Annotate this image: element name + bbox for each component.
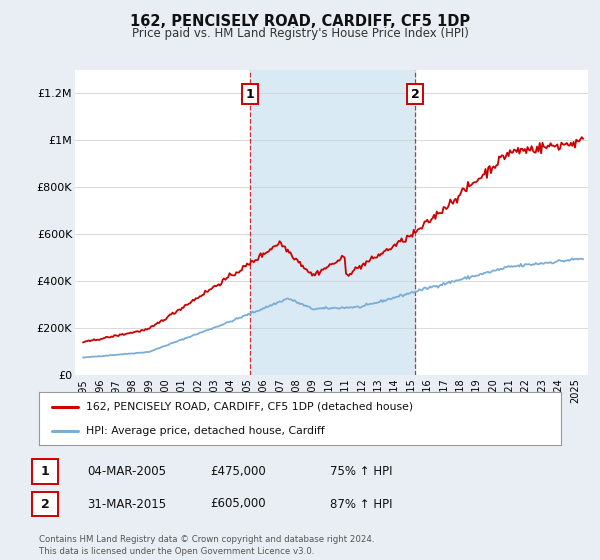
- Text: 162, PENCISELY ROAD, CARDIFF, CF5 1DP (detached house): 162, PENCISELY ROAD, CARDIFF, CF5 1DP (d…: [86, 402, 413, 412]
- Text: 2: 2: [41, 497, 49, 511]
- Text: Price paid vs. HM Land Registry's House Price Index (HPI): Price paid vs. HM Land Registry's House …: [131, 27, 469, 40]
- Text: £605,000: £605,000: [210, 497, 266, 511]
- Text: 75% ↑ HPI: 75% ↑ HPI: [330, 465, 392, 478]
- Bar: [250, 70, 415, 375]
- Text: 2: 2: [411, 88, 419, 101]
- Text: Contains HM Land Registry data © Crown copyright and database right 2024.
This d: Contains HM Land Registry data © Crown c…: [39, 535, 374, 556]
- Text: £475,000: £475,000: [210, 465, 266, 478]
- Text: 31-MAR-2015: 31-MAR-2015: [87, 497, 166, 511]
- Text: 04-MAR-2005: 04-MAR-2005: [87, 465, 166, 478]
- Text: 87% ↑ HPI: 87% ↑ HPI: [330, 497, 392, 511]
- Text: HPI: Average price, detached house, Cardiff: HPI: Average price, detached house, Card…: [86, 426, 325, 436]
- Text: 1: 1: [41, 465, 49, 478]
- Text: 1: 1: [245, 88, 254, 101]
- Text: 162, PENCISELY ROAD, CARDIFF, CF5 1DP: 162, PENCISELY ROAD, CARDIFF, CF5 1DP: [130, 14, 470, 29]
